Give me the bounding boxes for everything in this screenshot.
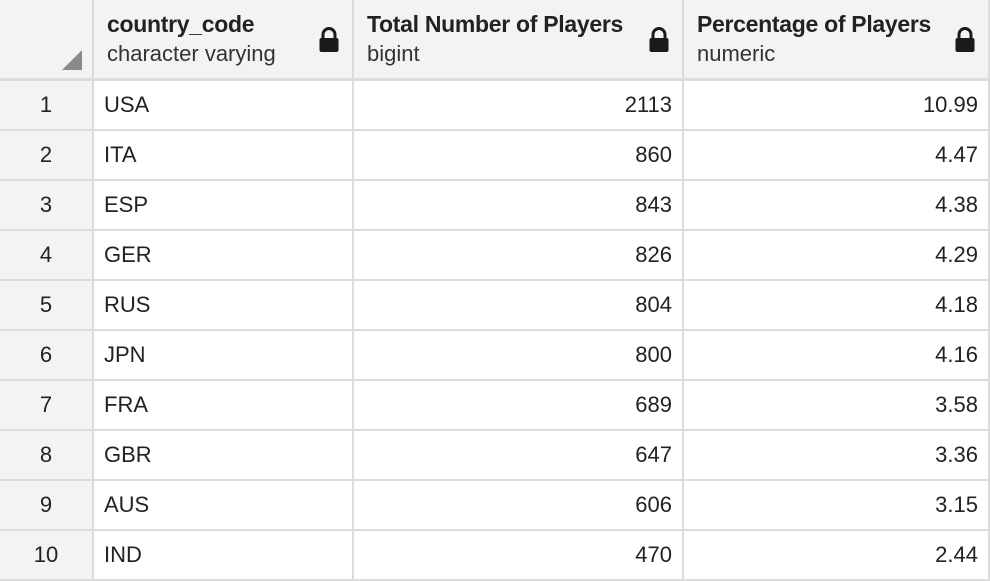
select-all-corner[interactable] <box>0 0 94 81</box>
table-row[interactable]: 5 RUS 804 4.18 <box>0 280 990 331</box>
cell-total-players[interactable]: 689 <box>353 380 684 431</box>
cell-percentage[interactable]: 4.18 <box>683 280 990 331</box>
row-number[interactable]: 1 <box>0 79 94 131</box>
column-header-percentage-of-players[interactable]: Percentage of Players numeric <box>683 0 990 81</box>
lock-icon <box>955 27 975 52</box>
row-number[interactable]: 10 <box>0 530 94 581</box>
cell-total-players[interactable]: 647 <box>353 430 684 481</box>
cell-percentage[interactable]: 4.29 <box>683 230 990 281</box>
cell-country-code[interactable]: USA <box>93 79 354 131</box>
column-name: country_code <box>107 11 255 37</box>
cell-country-code[interactable]: JPN <box>93 330 354 381</box>
select-all-triangle-icon <box>62 50 82 70</box>
cell-country-code[interactable]: FRA <box>93 380 354 431</box>
column-type: character varying <box>107 41 276 66</box>
column-name: Total Number of Players <box>367 11 623 37</box>
cell-country-code[interactable]: ESP <box>93 180 354 231</box>
column-name: Percentage of Players <box>697 11 932 37</box>
lock-icon <box>319 27 339 52</box>
row-number[interactable]: 2 <box>0 130 94 181</box>
table-row[interactable]: 8 GBR 647 3.36 <box>0 430 990 481</box>
cell-total-players[interactable]: 826 <box>353 230 684 281</box>
cell-country-code[interactable]: RUS <box>93 280 354 331</box>
cell-percentage[interactable]: 4.47 <box>683 130 990 181</box>
cell-total-players[interactable]: 804 <box>353 280 684 331</box>
row-number[interactable]: 9 <box>0 480 94 531</box>
column-header-total-number-of-players[interactable]: Total Number of Players bigint <box>353 0 684 81</box>
cell-total-players[interactable]: 470 <box>353 530 684 581</box>
cell-total-players[interactable]: 800 <box>353 330 684 381</box>
table-row[interactable]: 2 ITA 860 4.47 <box>0 130 990 181</box>
lock-icon <box>649 27 669 52</box>
cell-country-code[interactable]: ITA <box>93 130 354 181</box>
cell-country-code[interactable]: GER <box>93 230 354 281</box>
column-type: bigint <box>367 41 420 66</box>
cell-percentage[interactable]: 10.99 <box>683 79 990 131</box>
table-row[interactable]: 3 ESP 843 4.38 <box>0 180 990 231</box>
cell-total-players[interactable]: 860 <box>353 130 684 181</box>
cell-percentage[interactable]: 3.15 <box>683 480 990 531</box>
row-number[interactable]: 5 <box>0 280 94 331</box>
row-number[interactable]: 4 <box>0 230 94 281</box>
cell-country-code[interactable]: IND <box>93 530 354 581</box>
table-row[interactable]: 6 JPN 800 4.16 <box>0 330 990 381</box>
header-row: country_code character varying Total Num… <box>0 0 990 81</box>
table-row[interactable]: 1 USA 2113 10.99 <box>0 79 990 131</box>
cell-country-code[interactable]: GBR <box>93 430 354 481</box>
cell-percentage[interactable]: 3.36 <box>683 430 990 481</box>
cell-percentage[interactable]: 3.58 <box>683 380 990 431</box>
cell-percentage[interactable]: 4.38 <box>683 180 990 231</box>
cell-percentage[interactable]: 4.16 <box>683 330 990 381</box>
cell-total-players[interactable]: 606 <box>353 480 684 531</box>
column-header-country-code[interactable]: country_code character varying <box>93 0 354 81</box>
table-row[interactable]: 9 AUS 606 3.15 <box>0 480 990 531</box>
table-row[interactable]: 10 IND 470 2.44 <box>0 530 990 581</box>
row-number[interactable]: 7 <box>0 380 94 431</box>
cell-percentage[interactable]: 2.44 <box>683 530 990 581</box>
table-row[interactable]: 7 FRA 689 3.58 <box>0 380 990 431</box>
column-type: numeric <box>697 41 776 66</box>
cell-total-players[interactable]: 843 <box>353 180 684 231</box>
cell-country-code[interactable]: AUS <box>93 480 354 531</box>
cell-total-players[interactable]: 2113 <box>353 79 684 131</box>
table-row[interactable]: 4 GER 826 4.29 <box>0 230 990 281</box>
row-number[interactable]: 8 <box>0 430 94 481</box>
row-number[interactable]: 3 <box>0 180 94 231</box>
row-number[interactable]: 6 <box>0 330 94 381</box>
